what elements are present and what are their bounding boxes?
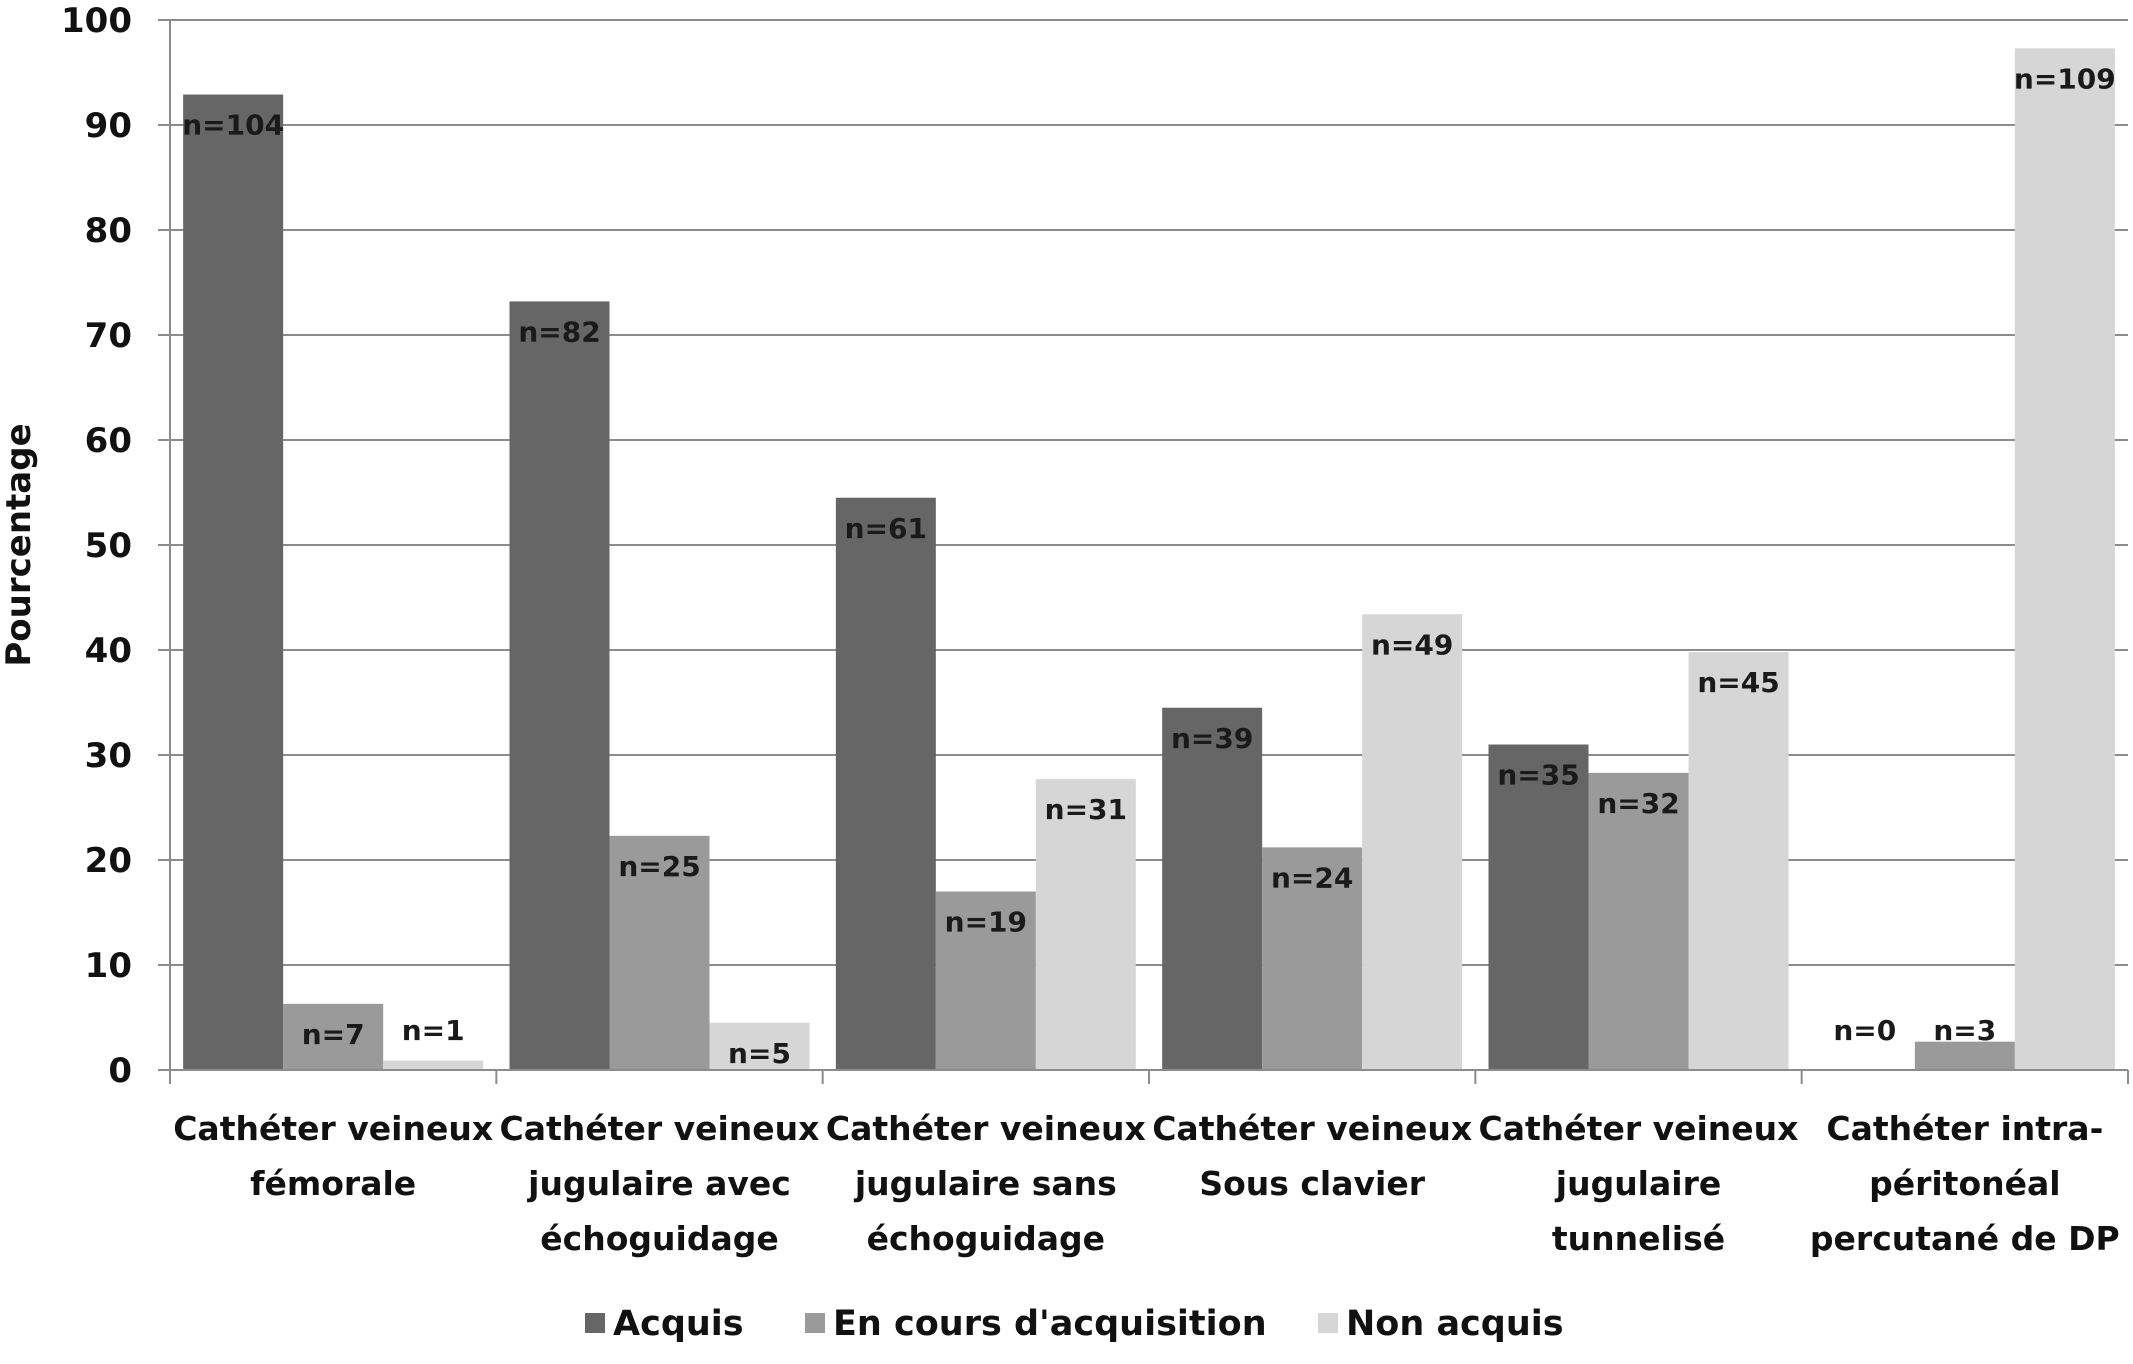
y-tick-label: 90	[85, 106, 132, 146]
x-category-label: Cathéter veineux	[1152, 1109, 1472, 1148]
legend: Acquis En cours d'acquisition Non acquis	[585, 1304, 1564, 1344]
y-tick-label: 0	[108, 1051, 132, 1091]
data-label: n=45	[1697, 666, 1779, 699]
y-tick-label: 10	[85, 946, 132, 986]
x-category-label: échoguidage	[540, 1219, 778, 1258]
bar-en-cours-d-acquisition	[935, 891, 1036, 1070]
bar-acquis	[509, 301, 610, 1070]
x-category-label: Sous clavier	[1199, 1164, 1425, 1203]
bar-non-acquis	[1362, 614, 1463, 1070]
legend-label: Acquis	[613, 1304, 744, 1344]
y-tick-label: 80	[85, 211, 132, 251]
y-tick-label: 30	[85, 736, 132, 776]
x-category-label: jugulaire avec	[526, 1164, 791, 1203]
data-label: n=31	[1045, 793, 1127, 826]
data-label: n=61	[845, 512, 927, 545]
y-tick-label: 70	[85, 316, 132, 356]
legend-label: En cours d'acquisition	[833, 1304, 1267, 1344]
data-label: n=24	[1271, 861, 1353, 894]
data-label: n=1	[402, 1014, 465, 1047]
bar-en-cours-d-acquisition	[1588, 772, 1689, 1070]
data-labels: n=104 n=7 n=1 n=82 n=25 n=5 n=61 n=19 n=31 n=39 n=…	[182, 62, 2116, 1069]
data-label: n=82	[518, 315, 600, 348]
data-label: n=25	[618, 850, 700, 883]
y-tick-label: 20	[85, 841, 132, 881]
axes: 0 10 20 30 40 50 60 70 80 90 100 Pourcentage Cathéte…	[0, 1, 2129, 1258]
bar-en-cours-d-acquisition	[1262, 847, 1363, 1070]
y-axis-title: Pourcentage	[0, 423, 39, 666]
x-category-label: Cathéter veineux	[826, 1109, 1146, 1148]
bar-acquis	[1162, 707, 1263, 1070]
bar-non-acquis	[2014, 48, 2115, 1071]
x-category-label: Cathéter veineux	[173, 1109, 493, 1148]
bar-non-acquis	[1035, 779, 1136, 1070]
data-label: n=35	[1497, 759, 1579, 792]
x-category-label: échoguidage	[867, 1219, 1105, 1258]
y-tick-label: 50	[85, 526, 132, 566]
x-category-label: Cathéter veineux	[1479, 1109, 1799, 1148]
bar-acquis	[183, 94, 284, 1071]
data-label: n=5	[728, 1037, 791, 1070]
y-tick-label: 60	[85, 421, 132, 461]
x-category-label: péritonéal	[1869, 1164, 2061, 1203]
legend-swatch	[805, 1313, 825, 1333]
bar-en-cours-d-acquisition	[283, 1003, 384, 1070]
bar-non-acquis	[709, 1022, 810, 1070]
bar-non-acquis	[383, 1060, 484, 1070]
bars	[183, 48, 2115, 1071]
x-category-label: jugulaire	[1554, 1164, 1721, 1203]
x-category-label: percutané de DP	[1810, 1219, 2120, 1258]
legend-swatch	[1318, 1313, 1338, 1333]
x-category-label: tunnelisé	[1552, 1219, 1725, 1258]
data-label: n=7	[302, 1018, 365, 1051]
x-category-label: fémorale	[250, 1164, 416, 1203]
y-tick-label: 40	[85, 631, 132, 671]
data-label: n=109	[2014, 62, 2116, 95]
data-label: n=39	[1171, 722, 1253, 755]
bar-en-cours-d-acquisition	[609, 835, 710, 1070]
data-label: n=49	[1371, 628, 1453, 661]
data-label: n=19	[945, 906, 1027, 939]
bar-acquis	[835, 497, 936, 1070]
gridlines	[170, 19, 2128, 966]
x-category-label: Cathéter intra-	[1826, 1109, 2103, 1148]
data-label: n=104	[182, 109, 284, 142]
legend-label: Non acquis	[1346, 1304, 1564, 1344]
data-label: n=0	[1833, 1014, 1896, 1047]
bar-acquis	[1488, 744, 1589, 1070]
legend-swatch	[585, 1313, 605, 1333]
y-tick-label: 100	[61, 1, 132, 41]
data-label: n=3	[1933, 1014, 1996, 1047]
x-category-label: Cathéter veineux	[500, 1109, 820, 1148]
bar-non-acquis	[1688, 652, 1789, 1070]
x-category-label: jugulaire sans	[853, 1164, 1117, 1203]
data-label: n=32	[1597, 787, 1679, 820]
bar-en-cours-d-acquisition	[1914, 1041, 2015, 1070]
